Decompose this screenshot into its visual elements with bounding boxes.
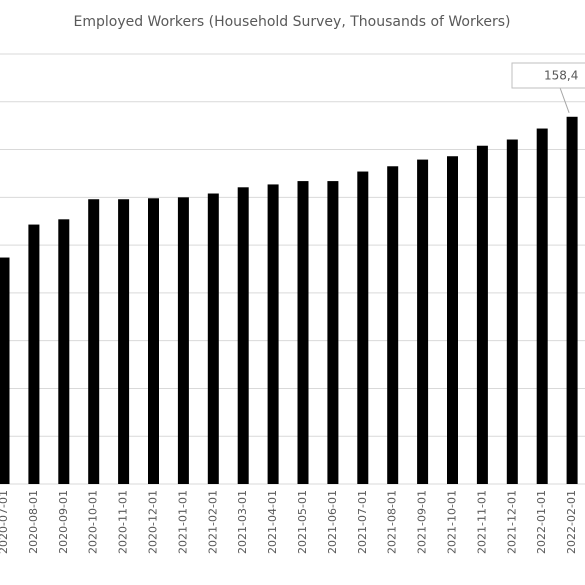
data-label: 158,4 bbox=[544, 69, 578, 83]
bar bbox=[118, 199, 130, 484]
x-tick-label: 2021-08-01 bbox=[386, 490, 399, 554]
x-tick-label: 2021-02-01 bbox=[206, 490, 219, 554]
bar bbox=[28, 224, 40, 485]
x-tick-label: 2021-10-01 bbox=[446, 490, 459, 554]
bar bbox=[447, 156, 458, 484]
bar bbox=[387, 166, 399, 484]
bar bbox=[566, 116, 578, 484]
x-tick-label: 2022-01-01 bbox=[535, 490, 548, 554]
x-tick-label: 2021-07-01 bbox=[356, 490, 369, 554]
bar bbox=[357, 171, 369, 485]
x-tick-label: 2020-08-01 bbox=[27, 490, 40, 554]
x-tick-label: 2021-09-01 bbox=[416, 490, 429, 554]
x-tick-label: 2021-11-01 bbox=[475, 490, 488, 554]
bar bbox=[177, 197, 189, 485]
bar bbox=[476, 145, 488, 484]
bar bbox=[327, 181, 339, 485]
bar bbox=[207, 193, 219, 484]
bar bbox=[148, 198, 159, 485]
chart-title: Employed Workers (Household Survey, Thou… bbox=[74, 14, 511, 30]
bar bbox=[297, 181, 309, 485]
x-tick-label: 2020-11-01 bbox=[117, 490, 130, 554]
bar bbox=[0, 257, 10, 484]
x-tick-label: 2021-05-01 bbox=[296, 490, 309, 554]
bar bbox=[58, 219, 70, 485]
callout-line bbox=[559, 87, 570, 113]
bar bbox=[237, 187, 249, 485]
x-tick-label: 2021-01-01 bbox=[176, 490, 189, 554]
x-tick-label: 2020-09-01 bbox=[57, 490, 70, 554]
x-tick-label: 2020-07-01 bbox=[0, 490, 10, 554]
bar bbox=[536, 128, 548, 485]
bar bbox=[506, 139, 518, 484]
x-tick-label: 2021-06-01 bbox=[326, 490, 339, 554]
x-tick-label: 2021-03-01 bbox=[236, 490, 249, 554]
bar bbox=[88, 199, 100, 484]
bar bbox=[417, 159, 429, 485]
bar bbox=[267, 184, 279, 484]
x-tick-label: 2021-04-01 bbox=[266, 490, 279, 554]
x-tick-label: 2020-12-01 bbox=[147, 490, 160, 554]
x-tick-label: 2020-10-01 bbox=[87, 490, 100, 554]
x-tick-label: 2022-02-01 bbox=[565, 490, 578, 554]
data-label-box bbox=[511, 62, 585, 89]
x-tick-label: 2021-12-01 bbox=[505, 490, 518, 554]
